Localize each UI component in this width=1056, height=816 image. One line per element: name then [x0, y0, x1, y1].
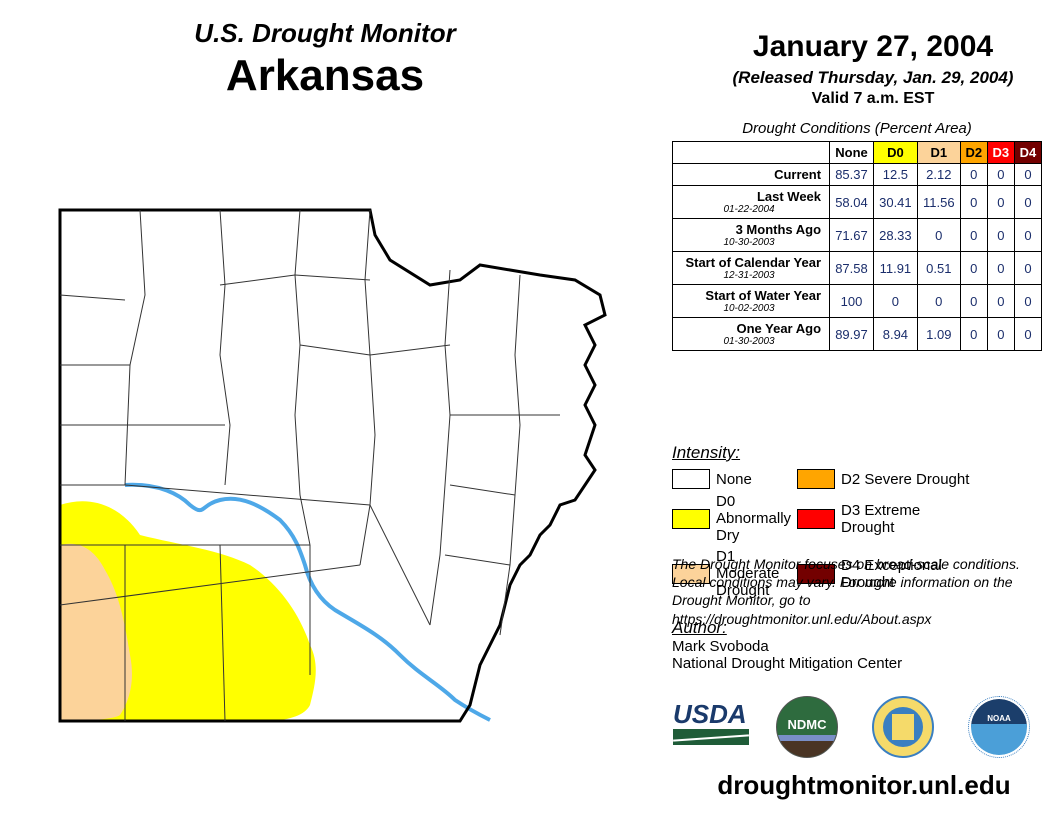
cell-startcal-d4: 0 — [1014, 252, 1041, 285]
col-header-d1: D1 — [917, 142, 960, 164]
cell-current-d2: 0 — [960, 164, 987, 186]
released-date: (Released Thursday, Jan. 29, 2004) — [690, 68, 1056, 88]
table-row-startwater: Start of Water Year 10-02-2003 100 0 0 0… — [673, 285, 1042, 318]
legend-item-d3: D3 Extreme Drought — [797, 493, 977, 544]
col-header-d3: D3 — [987, 142, 1014, 164]
cell-oneyear-d4: 0 — [1014, 318, 1041, 351]
cell-current-none: 85.37 — [830, 164, 874, 186]
cell-oneyear-d1: 1.09 — [917, 318, 960, 351]
cell-startwater-none: 100 — [830, 285, 874, 318]
header-title-block: U.S. Drought Monitor Arkansas — [0, 18, 650, 101]
cell-lastweek-d1: 11.56 — [917, 186, 960, 219]
report-date: January 27, 2004 — [690, 30, 1056, 64]
cell-oneyear-d3: 0 — [987, 318, 1014, 351]
col-header-d2: D2 — [960, 142, 987, 164]
col-header-d4: D4 — [1014, 142, 1041, 164]
page-subtitle: U.S. Drought Monitor — [0, 18, 650, 49]
cell-oneyear-none: 89.97 — [830, 318, 874, 351]
col-header-blank — [673, 142, 830, 164]
cell-startcal-d1: 0.51 — [917, 252, 960, 285]
cell-oneyear-d0: 8.94 — [873, 318, 917, 351]
site-url-text: droughtmonitor.unl.edu — [672, 770, 1056, 801]
row-label-current: Current — [673, 164, 830, 186]
row-label-startwater: Start of Water Year 10-02-2003 — [673, 285, 830, 318]
legend-item-d2: D2 Severe Drought — [797, 469, 977, 489]
table-row-startcal: Start of Calendar Year 12-31-2003 87.58 … — [673, 252, 1042, 285]
d3-swatch — [797, 509, 835, 529]
notice-block: The Drought Monitor focuses on broad-sca… — [672, 555, 1056, 628]
col-header-none: None — [830, 142, 874, 164]
cell-startwater-d0: 0 — [873, 285, 917, 318]
cell-3mo-none: 71.67 — [830, 219, 874, 252]
cell-startwater-d1: 0 — [917, 285, 960, 318]
cell-startwater-d3: 0 — [987, 285, 1014, 318]
page-title: Arkansas — [0, 51, 650, 101]
d2-swatch — [797, 469, 835, 489]
table-caption: Drought Conditions (Percent Area) — [672, 120, 1042, 137]
row-label-3mo: 3 Months Ago 10-30-2003 — [673, 219, 830, 252]
cell-current-d4: 0 — [1014, 164, 1041, 186]
cell-oneyear-d2: 0 — [960, 318, 987, 351]
ndmc-logo: NDMC — [768, 693, 846, 761]
cell-3mo-d2: 0 — [960, 219, 987, 252]
author-org: National Drought Mitigation Center — [672, 655, 1056, 672]
cell-3mo-d4: 0 — [1014, 219, 1041, 252]
cell-lastweek-d3: 0 — [987, 186, 1014, 219]
author-title: Author: — [672, 618, 1056, 638]
author-name: Mark Svoboda — [672, 638, 1056, 655]
intensity-title: Intensity: — [672, 443, 1056, 463]
legend-item-none: None — [672, 469, 782, 489]
table-row-current: Current 85.37 12.5 2.12 0 0 0 — [673, 164, 1042, 186]
cell-current-d0: 12.5 — [873, 164, 917, 186]
cell-lastweek-d0: 30.41 — [873, 186, 917, 219]
header-date-block: January 27, 2004 (Released Thursday, Jan… — [690, 30, 1056, 108]
logos-block: USDA NDMC NOAA — [672, 693, 1056, 761]
cell-startcal-none: 87.58 — [830, 252, 874, 285]
usda-logo: USDA — [672, 693, 750, 761]
none-swatch — [672, 469, 710, 489]
cell-startcal-d3: 0 — [987, 252, 1014, 285]
cell-3mo-d3: 0 — [987, 219, 1014, 252]
cell-current-d3: 0 — [987, 164, 1014, 186]
cell-startcal-d0: 11.91 — [873, 252, 917, 285]
table-row-lastweek: Last Week 01-22-2004 58.04 30.41 11.56 0… — [673, 186, 1042, 219]
drought-table-block: Drought Conditions (Percent Area) None D… — [672, 120, 1042, 351]
row-label-oneyear: One Year Ago 01-30-2003 — [673, 318, 830, 351]
cell-3mo-d0: 28.33 — [873, 219, 917, 252]
valid-time: Valid 7 a.m. EST — [690, 90, 1056, 108]
cell-current-d1: 2.12 — [917, 164, 960, 186]
arkansas-map — [30, 205, 630, 725]
row-label-lastweek: Last Week 01-22-2004 — [673, 186, 830, 219]
cell-startcal-d2: 0 — [960, 252, 987, 285]
drought-conditions-table: None D0 D1 D2 D3 D4 Current 85.37 12.5 2… — [672, 141, 1042, 351]
table-row-oneyear: One Year Ago 01-30-2003 89.97 8.94 1.09 … — [673, 318, 1042, 351]
cell-startwater-d2: 0 — [960, 285, 987, 318]
cell-lastweek-d2: 0 — [960, 186, 987, 219]
cell-lastweek-d4: 0 — [1014, 186, 1041, 219]
doc-seal-logo — [864, 693, 942, 761]
cell-3mo-d1: 0 — [917, 219, 960, 252]
noaa-logo: NOAA — [960, 693, 1038, 761]
cell-lastweek-none: 58.04 — [830, 186, 874, 219]
row-label-startcal: Start of Calendar Year 12-31-2003 — [673, 252, 830, 285]
author-block: Author: Mark Svoboda National Drought Mi… — [672, 618, 1056, 672]
cell-startwater-d4: 0 — [1014, 285, 1041, 318]
col-header-d0: D0 — [873, 142, 917, 164]
legend-item-d0: D0 Abnormally Dry — [672, 493, 782, 544]
d0-swatch — [672, 509, 710, 529]
table-header-row: None D0 D1 D2 D3 D4 — [673, 142, 1042, 164]
table-body: Current 85.37 12.5 2.12 0 0 0 Last Week … — [673, 164, 1042, 351]
table-row-3mo: 3 Months Ago 10-30-2003 71.67 28.33 0 0 … — [673, 219, 1042, 252]
